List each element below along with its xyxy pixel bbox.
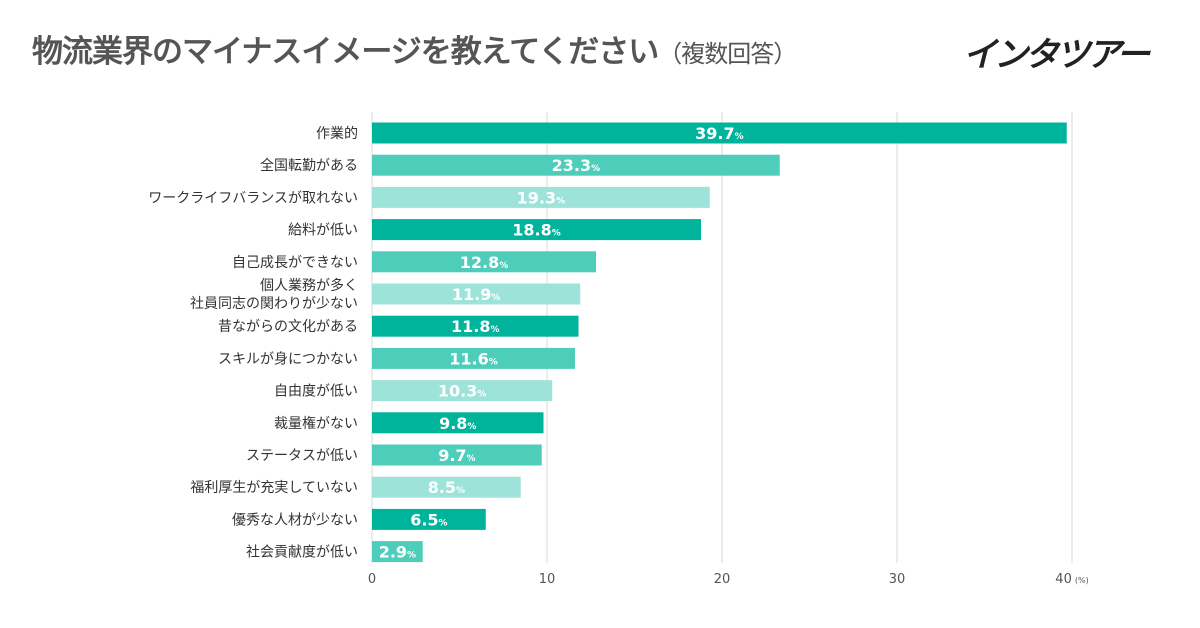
category-label-line: 全国転勤がある	[260, 157, 358, 174]
category-label-line: 個人業務が多く	[260, 277, 358, 294]
category-label-line: 作業的	[316, 126, 358, 142]
chart-title: 物流業界のマイナスイメージを教えてください（複数回答）	[32, 26, 797, 71]
category-label-line: ワークライフバランスが取れない	[148, 190, 358, 206]
data-label-unit: %	[490, 325, 499, 335]
data-label: 9.8%	[439, 414, 476, 433]
data-label-unit: %	[439, 518, 448, 528]
bar	[372, 251, 596, 273]
x-tick-label: 30	[889, 572, 906, 587]
data-label-unit: %	[556, 196, 565, 206]
data-label-unit: %	[489, 357, 498, 367]
category-label-line: 給料が低い	[288, 223, 358, 239]
category-label: ステータスが低い	[246, 448, 358, 464]
x-tick-label: 40 (%)	[1055, 572, 1088, 587]
bar	[372, 412, 544, 434]
x-tick-label: 10	[539, 572, 556, 587]
bar	[372, 186, 710, 208]
data-label-unit: %	[552, 229, 561, 239]
x-unit-label: (%)	[1075, 576, 1089, 585]
x-tick-label: 20	[714, 572, 731, 587]
data-label: 8.5%	[428, 478, 465, 497]
data-label: 6.5%	[410, 510, 447, 529]
data-label: 18.8%	[512, 221, 561, 240]
category-label: 裁量権がない	[274, 415, 358, 432]
data-label-unit: %	[499, 261, 508, 271]
category-label: 作業的	[316, 126, 358, 142]
data-label-unit: %	[407, 551, 416, 561]
category-label: 自己成長ができない	[232, 255, 358, 271]
x-tick-label: 0	[368, 572, 376, 587]
data-label: 11.9%	[452, 285, 501, 304]
data-label-unit: %	[591, 164, 600, 174]
data-label: 11.6%	[449, 349, 498, 368]
data-label: 39.7%	[695, 124, 744, 143]
bar	[372, 283, 581, 305]
bar	[372, 508, 486, 530]
data-label: 11.8%	[451, 317, 500, 336]
data-label: 9.7%	[438, 446, 475, 465]
category-label-line: 社員同志の関わりが少ない	[190, 296, 358, 312]
category-label-line: ステータスが低い	[246, 448, 358, 464]
category-label-line: 福利厚生が充実していない	[190, 480, 358, 496]
category-label: 全国転勤がある	[260, 157, 358, 174]
chart-subtitle: （複数回答）	[658, 40, 797, 68]
category-label: ワークライフバランスが取れない	[148, 190, 358, 206]
category-label-line: 社会貢献度が低い	[246, 545, 358, 561]
intatour-logo: インタツアー	[963, 35, 1150, 75]
category-label-line: 昔ながらの文化がある	[218, 319, 358, 335]
bar	[372, 122, 1067, 144]
data-label: 23.3%	[552, 156, 601, 175]
data-label-unit: %	[735, 132, 744, 142]
data-label: 2.9%	[379, 543, 416, 562]
category-label-line: スキルが身につかない	[218, 351, 358, 367]
data-label-unit: %	[467, 422, 476, 432]
bar	[372, 315, 579, 337]
category-label-line: 自由度が低い	[274, 384, 358, 400]
category-label: 優秀な人材が少ない	[232, 512, 358, 528]
category-label: スキルが身につかない	[218, 351, 358, 367]
category-label-line: 裁量権がない	[274, 415, 358, 432]
data-label-unit: %	[456, 486, 465, 496]
data-label: 19.3%	[517, 188, 566, 207]
bar	[372, 541, 423, 563]
category-label: 個人業務が多く社員同志の関わりが少ない	[190, 277, 358, 312]
data-label: 12.8%	[460, 253, 509, 272]
category-label: 自由度が低い	[274, 384, 358, 400]
category-label: 社会貢献度が低い	[246, 545, 358, 561]
bar	[372, 380, 553, 402]
data-label-unit: %	[477, 390, 486, 400]
data-label-unit: %	[491, 293, 500, 303]
bar	[372, 476, 521, 498]
title-text: 物流業界のマイナスイメージを教えてください	[32, 34, 659, 70]
category-label-line: 優秀な人材が少ない	[232, 512, 358, 528]
category-label: 福利厚生が充実していない	[190, 480, 358, 496]
category-label-line: 自己成長ができない	[232, 255, 358, 271]
bar	[372, 444, 542, 466]
data-label: 10.3%	[438, 382, 487, 401]
category-label: 給料が低い	[288, 223, 358, 239]
category-label: 昔ながらの文化がある	[218, 319, 358, 335]
data-label-unit: %	[467, 454, 476, 464]
bar	[372, 154, 780, 176]
bar	[372, 219, 701, 241]
bar	[372, 347, 575, 369]
